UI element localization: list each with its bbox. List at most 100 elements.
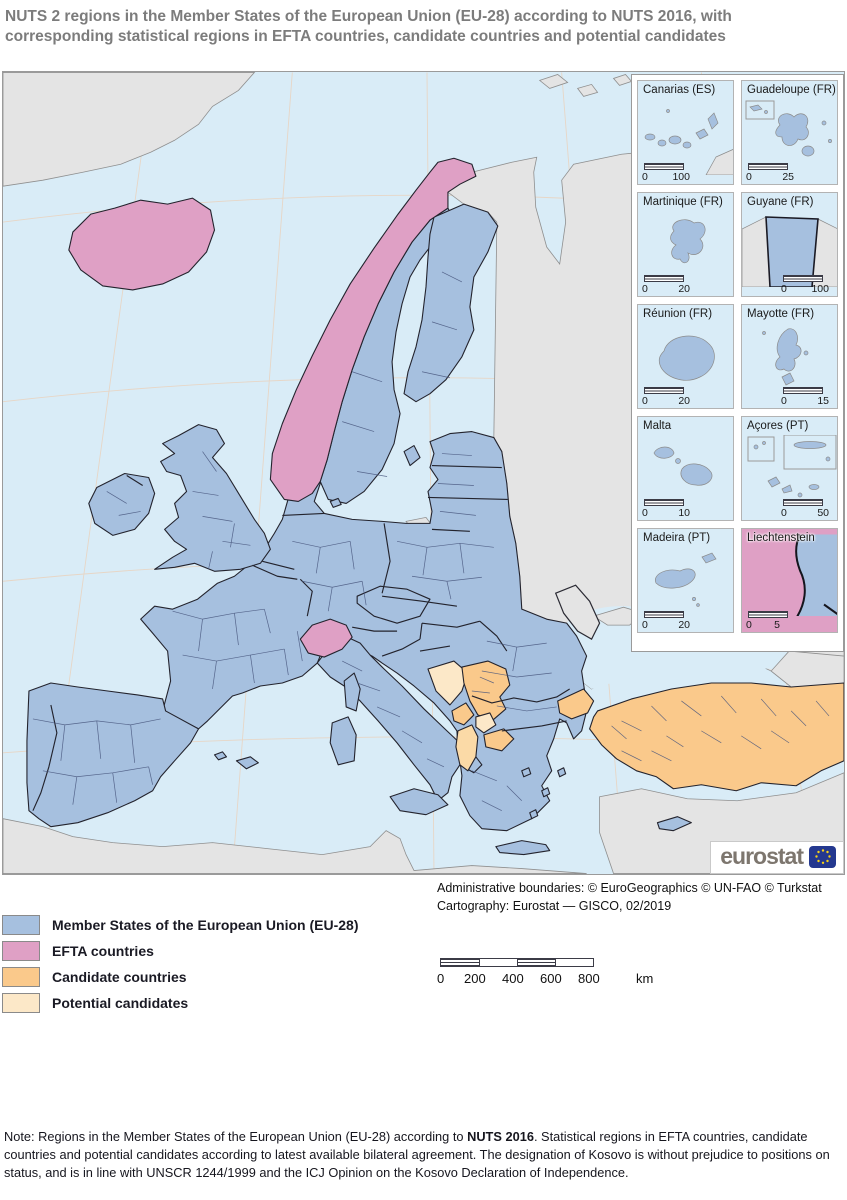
- canarias-map: [644, 109, 733, 175]
- finland-shape: [403, 203, 499, 403]
- inset-scale-numbers: 0 100: [642, 171, 690, 183]
- inset-label: Canarias (ES): [643, 84, 716, 96]
- norway-shape: [269, 157, 477, 502]
- eurostat-wordmark: eurostat: [720, 843, 804, 869]
- map-title: NUTS 2 regions in the Member States of t…: [5, 8, 732, 46]
- inset-guyane: Guyane (FR) 0 100: [741, 192, 838, 297]
- map-scalebar: 0 200 400 600 800 km: [437, 958, 660, 987]
- inset-scalebar: [644, 499, 684, 506]
- inset-scalebar: [644, 387, 684, 394]
- moldova-shape: [554, 584, 601, 640]
- legend-item-candidate: Candidate countries: [2, 967, 358, 987]
- legend-label: Potential candidates: [52, 995, 189, 1011]
- legend-swatch-eu: [2, 915, 40, 935]
- eu-flag-icon: [809, 845, 836, 868]
- albania-shape: [455, 724, 479, 772]
- inset-label: Réunion (FR): [643, 308, 713, 320]
- corsica-shape: [343, 672, 361, 712]
- legend-item-potential: Potential candidates: [2, 993, 358, 1013]
- inset-label: Guadeloupe (FR): [747, 84, 836, 96]
- balearics-shape: [213, 751, 259, 770]
- inset-scale-numbers: 0 10: [642, 507, 690, 519]
- inset-scalebar: [644, 611, 684, 618]
- inset-scale-numbers: 0 25: [746, 171, 794, 183]
- legend-swatch-candidate: [2, 967, 40, 987]
- gotland-aegean-islands: [329, 445, 567, 820]
- malta-map: [653, 446, 713, 486]
- inset-scale-numbers: 0 15: [781, 395, 829, 407]
- madeira-map: [654, 552, 717, 607]
- legend-item-efta: EFTA countries: [2, 941, 358, 961]
- inset-label: Malta: [643, 420, 672, 432]
- inset-label: Madeira (PT): [643, 532, 711, 544]
- turkey-thrace-shape: [557, 688, 595, 720]
- inset-canarias: Canarias (ES) 0 100: [637, 80, 734, 185]
- ireland-shape: [88, 472, 156, 536]
- kosovo-shape: [475, 712, 497, 734]
- inset-scale-numbers: 0 50: [781, 507, 829, 519]
- legend-item-eu: Member States of the European Union (EU-…: [2, 915, 358, 935]
- attribution-line1: Administrative boundaries: © EuroGeograp…: [437, 881, 822, 895]
- montenegro-shape: [451, 702, 475, 726]
- inset-scalebar: [644, 163, 684, 170]
- bosnia-shape: [427, 660, 469, 706]
- martinique-map: [670, 219, 706, 264]
- attribution-line2: Cartography: Eurostat — GISCO, 02/2019: [437, 899, 672, 914]
- liechtenstein-map: [742, 534, 837, 616]
- uk-shape: [154, 424, 271, 572]
- inset-martinique: Martinique (FR) 0 20: [637, 192, 734, 297]
- cyprus-shape: [656, 816, 692, 832]
- sicily-shape: [389, 788, 449, 816]
- nuts-region-lines: [32, 271, 830, 812]
- inset-scalebar: [783, 499, 823, 506]
- legend-label: EFTA countries: [52, 943, 154, 959]
- legend-swatch-efta: [2, 941, 40, 961]
- greenland-shape: [3, 72, 256, 187]
- inset-acores: Açores (PT) 0 50: [741, 416, 838, 521]
- sardinia-shape: [329, 716, 357, 766]
- guyane-map: [742, 216, 837, 287]
- italy-shape: [316, 636, 483, 802]
- inset-scalebar: [783, 387, 823, 394]
- note-bold: NUTS 2016: [467, 1129, 534, 1144]
- inset-malta: Malta 0 10: [637, 416, 734, 521]
- inset-label: Mayotte (FR): [747, 308, 815, 320]
- crete-shape: [495, 840, 551, 856]
- inset-panel: Canarias (ES) 0 100 Guadeloupe (FR): [631, 74, 844, 652]
- legend-swatch-potential: [2, 993, 40, 1013]
- eurostat-logo: eurostat: [710, 841, 844, 874]
- inset-label: Martinique (FR): [643, 196, 723, 208]
- inset-label: Guyane (FR): [747, 196, 814, 208]
- iberia-shape: [26, 682, 200, 828]
- north-africa-shape: [3, 818, 587, 874]
- inset-scalebar: [644, 275, 684, 282]
- guadeloupe-map: [745, 100, 832, 157]
- switzerland-shape: [299, 618, 353, 658]
- iceland-shape: [68, 197, 216, 291]
- inset-scale-numbers: 0 100: [781, 283, 829, 295]
- inset-mayotte: Mayotte (FR) 0 15: [741, 304, 838, 409]
- inset-guadeloupe: Guadeloupe (FR) 0 25: [741, 80, 838, 185]
- inset-scale-numbers: 0 20: [642, 619, 690, 631]
- inset-scalebar: [748, 163, 788, 170]
- mayotte-map: [762, 328, 809, 386]
- scalebar-labels: 0 200 400 600 800 km: [437, 971, 654, 986]
- scalebar-unit: km: [636, 971, 654, 986]
- scalebar-bar: [440, 958, 594, 967]
- main-map: Canarias (ES) 0 100 Guadeloupe (FR): [2, 71, 845, 875]
- map-note: Note: Regions in the Member States of th…: [4, 1129, 830, 1181]
- legend: Member States of the European Union (EU-…: [2, 915, 358, 1019]
- inset-scalebar: [783, 275, 823, 282]
- turkey-anatolia-shape: [589, 682, 844, 792]
- country-borders: [32, 464, 570, 811]
- reunion-map: [658, 335, 715, 381]
- legend-label: Candidate countries: [52, 969, 187, 985]
- north-macedonia-shape: [483, 728, 515, 752]
- acores-map: [747, 435, 837, 498]
- inset-scale-numbers: 0 20: [642, 395, 690, 407]
- inset-reunion: Réunion (FR) 0 20: [637, 304, 734, 409]
- inset-scalebar: [748, 611, 788, 618]
